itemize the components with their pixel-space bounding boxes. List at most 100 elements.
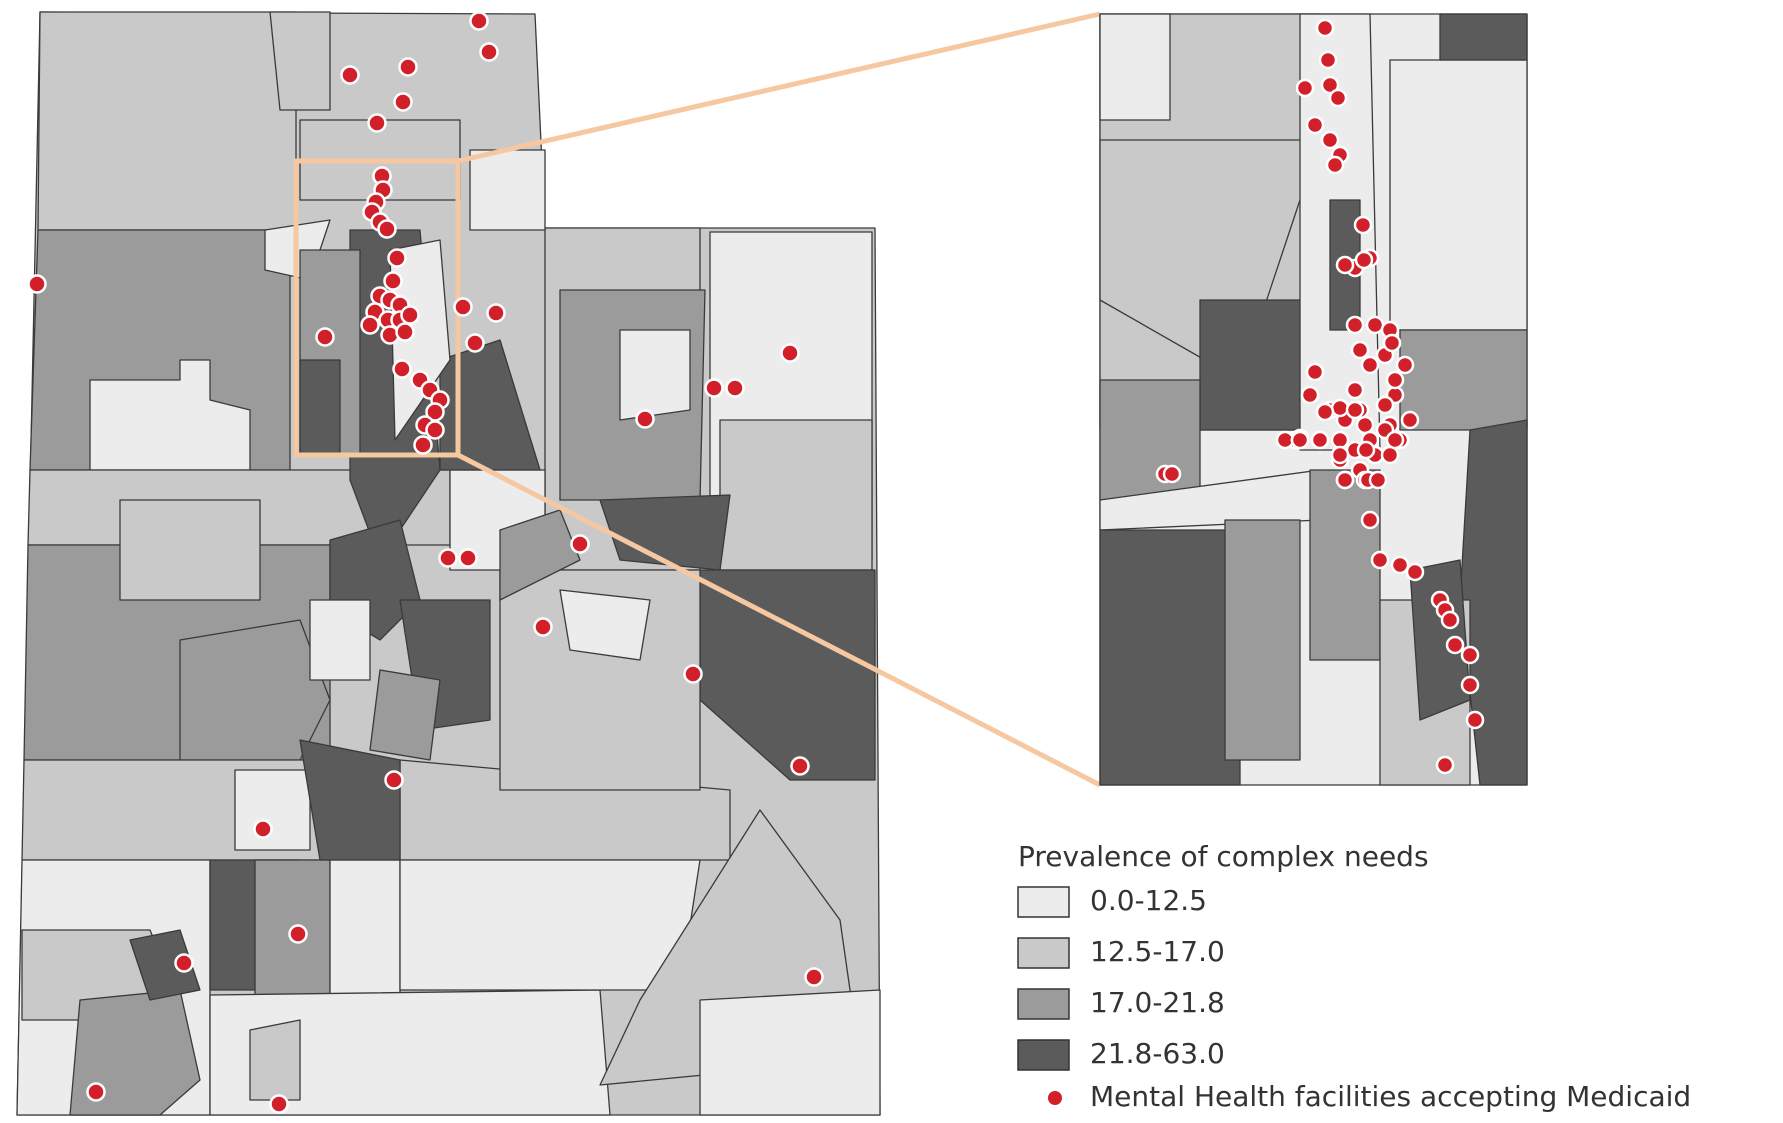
facility-marker <box>1318 50 1338 70</box>
facility-marker <box>533 617 553 637</box>
facility-marker <box>635 409 655 429</box>
legend-swatch <box>1017 988 1070 1020</box>
facility-marker <box>1445 635 1465 655</box>
region <box>299 359 341 456</box>
facility-marker <box>253 819 273 839</box>
legend-label: Mental Health facilities accepting Medic… <box>1090 1080 1691 1113</box>
region <box>389 239 451 441</box>
facility-marker <box>392 359 412 379</box>
facility-marker <box>790 756 810 776</box>
facility-marker <box>367 113 387 133</box>
facility-marker <box>315 327 335 347</box>
facility-marker <box>1460 675 1480 695</box>
facility-marker <box>683 664 703 684</box>
facility-marker <box>453 297 473 317</box>
facility-marker <box>288 924 308 944</box>
region <box>619 329 691 421</box>
facility-marker <box>1405 562 1425 582</box>
region <box>1399 329 1528 431</box>
facility-marker <box>1335 255 1355 275</box>
facility-marker <box>1400 410 1420 430</box>
region <box>1099 529 1241 786</box>
region <box>399 859 701 991</box>
region <box>1439 13 1528 61</box>
legend-label: 17.0-21.8 <box>1090 986 1225 1019</box>
facility-marker <box>1355 415 1375 435</box>
region <box>299 739 401 861</box>
facility-marker <box>383 271 403 291</box>
facility-marker <box>1360 510 1380 530</box>
facility-marker <box>395 322 415 342</box>
region <box>499 509 581 601</box>
facility-marker <box>1330 430 1350 450</box>
legend-label: 12.5-17.0 <box>1090 935 1225 968</box>
region <box>249 1019 301 1101</box>
facility-marker <box>1320 75 1340 95</box>
facility-marker <box>425 420 445 440</box>
region <box>1459 419 1528 786</box>
facility-marker <box>1330 445 1350 465</box>
region <box>309 599 371 681</box>
facility-marker <box>1395 355 1415 375</box>
facility-marker <box>387 248 407 268</box>
zoom-connector <box>456 452 1102 788</box>
facility-marker <box>1360 355 1380 375</box>
facility-marker <box>1345 400 1365 420</box>
legend: Prevalence of complex needs 0.0-12.5 12.5… <box>1017 840 1691 1113</box>
facility-marker <box>384 770 404 790</box>
facility-marker <box>1385 370 1405 390</box>
inset-facility-markers <box>1155 18 1485 775</box>
region <box>37 11 297 231</box>
facility-marker <box>174 953 194 973</box>
facility-marker <box>804 967 824 987</box>
region <box>1099 379 1201 501</box>
state-map <box>16 11 881 1116</box>
region <box>269 11 331 111</box>
facility-marker <box>465 333 485 353</box>
region <box>599 494 731 571</box>
facility-marker <box>400 305 420 325</box>
legend-label: 21.8-63.0 <box>1090 1037 1225 1070</box>
facility-marker <box>1365 315 1385 335</box>
facility-marker <box>1440 610 1460 630</box>
facility-marker <box>1345 380 1365 400</box>
region <box>329 859 401 1001</box>
legend-facility-symbol <box>1048 1091 1062 1105</box>
region <box>234 769 311 851</box>
facility-marker <box>725 378 745 398</box>
facility-marker <box>1385 430 1405 450</box>
facility-marker <box>86 1082 106 1102</box>
inset-map <box>1099 13 1528 786</box>
legend-swatch <box>1017 1039 1070 1071</box>
region <box>1389 59 1528 331</box>
facility-marker <box>1275 430 1295 450</box>
facility-marker <box>1356 440 1376 460</box>
facility-marker <box>1315 18 1335 38</box>
zoom-connector <box>457 11 1101 164</box>
facility-markers <box>27 11 824 1114</box>
facility-marker <box>780 343 800 363</box>
region <box>209 989 611 1116</box>
facility-marker <box>360 315 380 335</box>
legend-title: Prevalence of complex needs <box>1018 840 1429 873</box>
region <box>719 419 873 571</box>
legend-swatch <box>1017 937 1070 969</box>
facility-marker <box>1460 645 1480 665</box>
facility-marker <box>1354 250 1374 270</box>
facility-marker <box>1350 340 1370 360</box>
region <box>559 589 651 661</box>
legend-swatch <box>1017 886 1070 918</box>
facility-marker <box>1390 555 1410 575</box>
facility-marker <box>413 435 433 455</box>
facility-marker <box>1300 385 1320 405</box>
facility-marker <box>486 303 506 323</box>
facility-marker <box>1310 430 1330 450</box>
facility-marker <box>570 534 590 554</box>
region <box>369 669 441 761</box>
region <box>129 929 201 1001</box>
region <box>469 149 546 231</box>
facility-marker <box>398 57 418 77</box>
facility-marker <box>1290 430 1310 450</box>
legend-label: 0.0-12.5 <box>1090 884 1207 917</box>
